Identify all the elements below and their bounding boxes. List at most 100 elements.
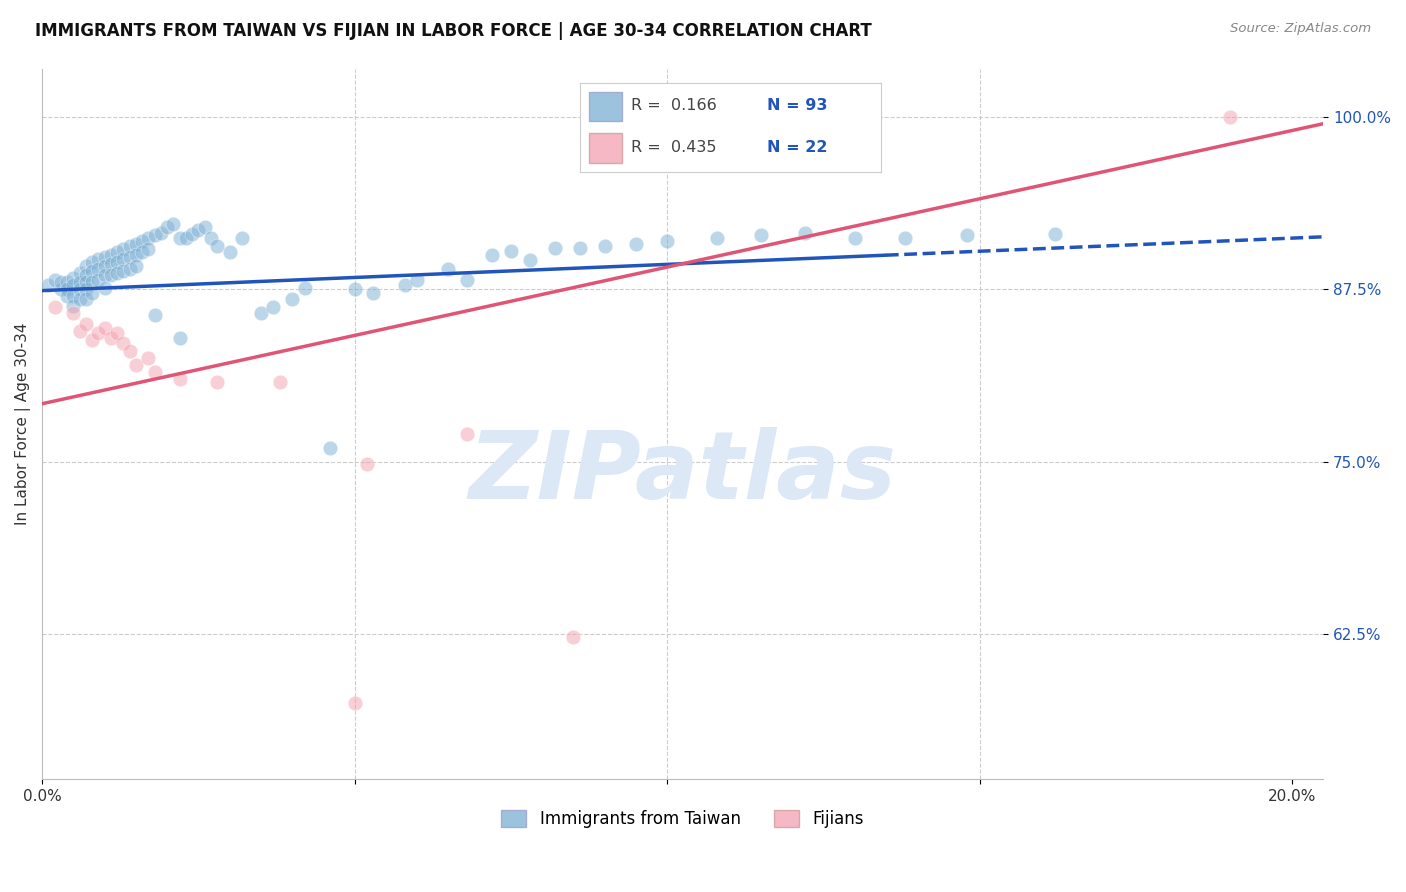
Point [82,286,104,301]
Point [75,317,97,331]
Point [593,239,616,253]
Point [262,300,284,314]
Point [118,344,141,359]
Point [281,292,304,306]
Point [69,292,91,306]
Point [156,220,179,235]
Point [294,281,316,295]
Point [456,272,478,286]
Point [87,272,110,286]
Point [75,276,97,290]
Point [143,309,166,323]
Point [519,253,541,268]
Point [105,326,128,341]
Point [181,227,204,241]
Point [844,231,866,245]
Point [62,299,84,313]
Point [125,358,148,372]
Point [44,300,66,314]
Point [343,282,366,296]
Point [125,248,148,262]
Point [56,276,79,290]
Point [82,264,104,278]
Point [169,231,191,245]
Point [456,427,478,442]
Point [69,276,91,290]
Point [100,257,122,271]
Point [131,234,153,248]
Point [62,271,84,285]
Point [1218,110,1240,124]
Point [706,231,728,245]
Point [112,242,135,256]
Point [231,231,253,245]
Point [893,231,915,245]
Point [956,228,979,243]
Text: Source: ZipAtlas.com: Source: ZipAtlas.com [1230,22,1371,36]
Point [69,324,91,338]
Point [356,458,378,472]
Point [118,251,141,265]
Point [93,321,115,335]
Point [56,282,79,296]
Point [93,259,115,273]
Point [200,231,222,245]
Point [543,241,565,255]
Point [87,326,110,341]
Point [125,259,148,273]
Point [194,220,217,235]
Point [481,248,503,262]
Point [250,306,273,320]
Point [205,239,228,253]
Point [1043,227,1066,241]
Point [125,236,148,251]
Point [62,306,84,320]
Point [149,226,172,240]
Point [437,261,460,276]
Point [69,282,91,296]
Point [269,375,291,389]
Point [655,234,678,248]
Point [162,218,184,232]
Point [105,266,128,280]
Point [138,351,160,366]
Point [112,264,135,278]
Point [118,261,141,276]
Point [93,281,115,295]
Point [100,248,122,262]
Point [69,266,91,280]
Point [87,252,110,266]
Point [318,441,340,455]
Point [82,276,104,290]
Point [75,282,97,296]
Point [93,251,115,265]
Point [138,231,160,245]
Point [82,333,104,347]
Point [624,236,647,251]
Point [562,630,585,644]
Point [56,289,79,303]
Point [143,228,166,243]
Point [49,276,72,290]
Point [187,223,209,237]
Point [112,336,135,351]
Point [499,244,522,258]
Point [363,286,385,301]
Point [793,226,815,240]
Point [131,244,153,259]
Point [105,244,128,259]
Point [62,278,84,293]
Point [75,268,97,283]
Point [343,696,366,710]
Point [105,254,128,268]
Point [44,272,66,286]
Point [174,231,197,245]
Point [49,282,72,296]
Point [100,268,122,283]
Text: ZIPatlas: ZIPatlas [468,427,897,519]
Point [112,252,135,266]
Point [394,278,416,293]
Point [218,244,240,259]
Point [568,241,591,255]
Point [75,292,97,306]
